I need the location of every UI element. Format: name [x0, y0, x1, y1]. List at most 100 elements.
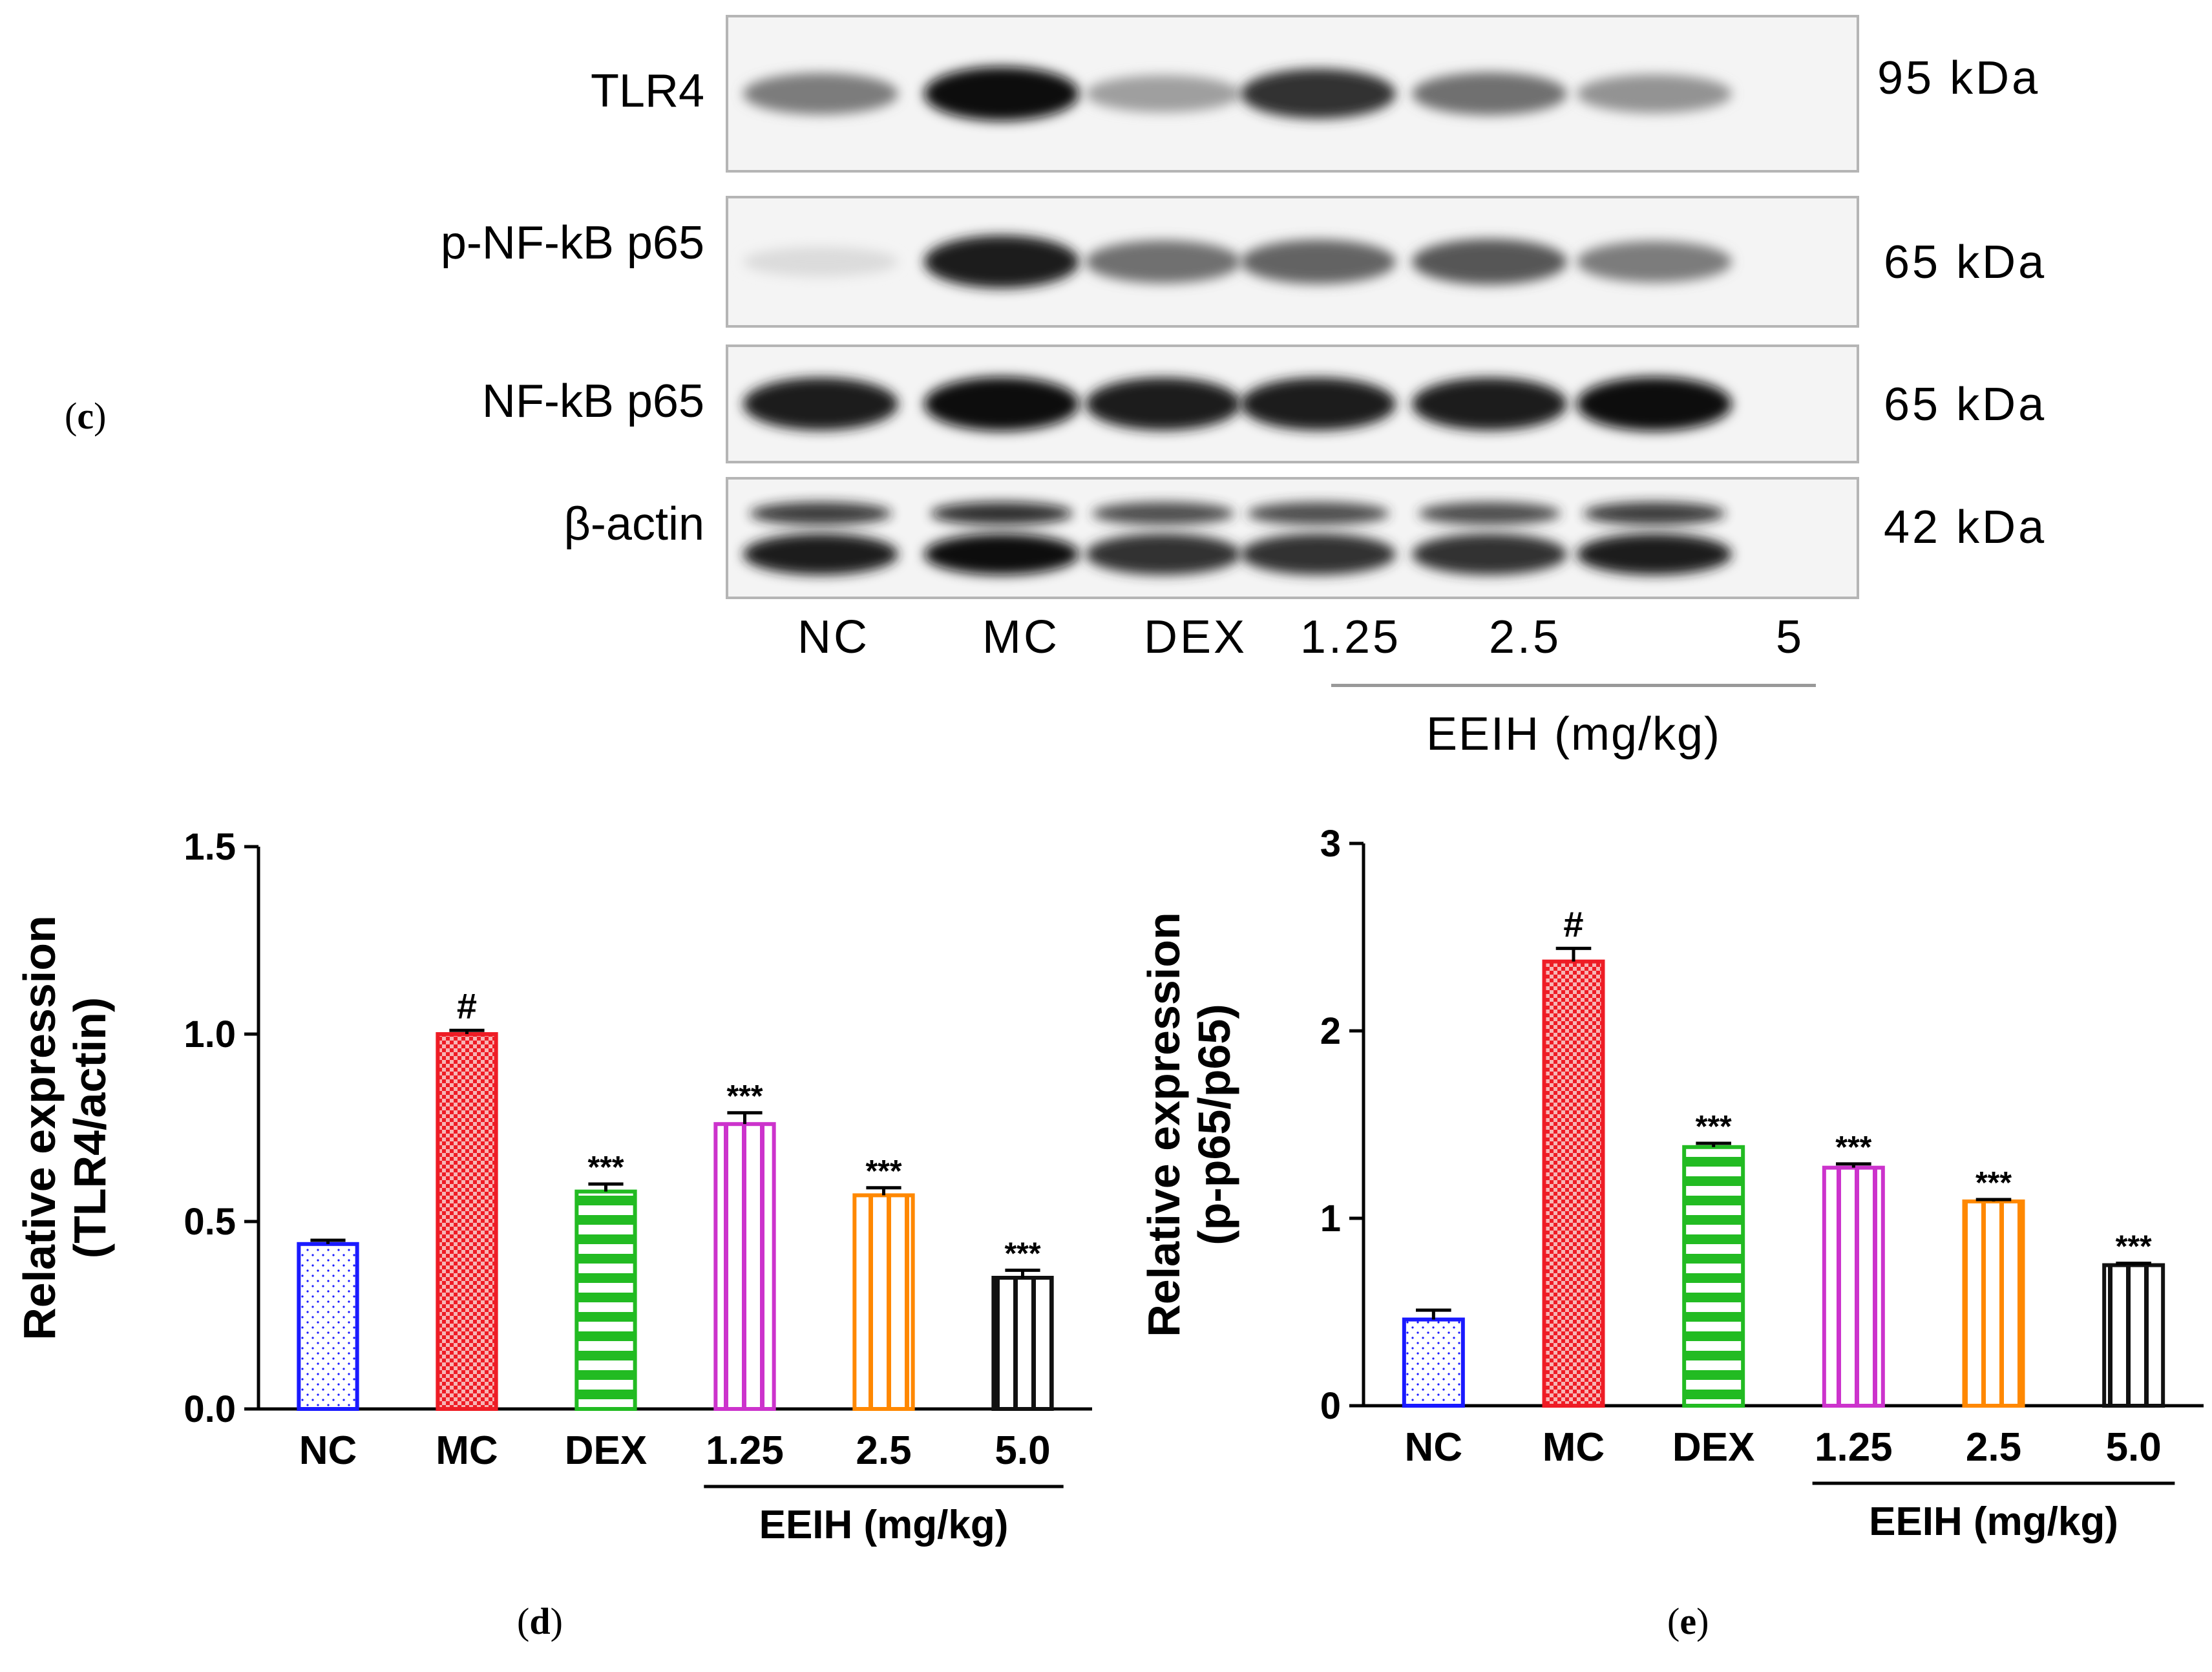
bar: [1962, 1199, 2025, 1408]
x-tick-label: MC: [436, 1428, 498, 1473]
blot-band: [1241, 69, 1396, 119]
significance-mark: ***: [865, 1154, 901, 1189]
blot-band: [924, 377, 1079, 431]
blot-row-name: NF-kB p65: [481, 376, 704, 427]
chart-d: 0.0 0.5 1.0 1.5 Relative expression (TLR4/act…: [14, 826, 1092, 1547]
group-label: EEIH (mg/kg): [1869, 1499, 2118, 1544]
lane-label: 2.5: [1488, 611, 1562, 663]
blot-kda-label: 65 kDa: [1884, 237, 2047, 288]
significance-mark: ***: [1835, 1130, 1871, 1165]
blot-band: [743, 72, 898, 115]
lane-label: DEX: [1143, 611, 1248, 663]
blot-band: [1577, 74, 1732, 113]
blot-band: [924, 67, 1079, 121]
x-tick-label: NC: [299, 1428, 357, 1473]
blot-band: [931, 502, 1073, 525]
y-tick-label: 3: [1320, 823, 1341, 865]
bar: [1822, 1165, 1885, 1408]
blot-kda-label: 42 kDa: [1884, 502, 2047, 553]
y-tick-label: 1.0: [184, 1013, 236, 1055]
blot-band: [743, 377, 898, 430]
blot-band: [1086, 240, 1241, 284]
y-axis-label: Relative expression: [14, 915, 65, 1340]
significance-mark: ***: [1004, 1236, 1040, 1271]
panel-d-label: (d): [517, 1600, 563, 1642]
x-tick-label: NC: [1405, 1425, 1463, 1470]
lane-label: 5: [1775, 611, 1805, 663]
bar: [852, 1193, 915, 1412]
significance-mark: ***: [587, 1150, 624, 1185]
blot-group-label: EEIH (mg/kg): [1426, 708, 1722, 760]
y-tick-label: 1: [1320, 1198, 1341, 1240]
blot-kda-label: 65 kDa: [1884, 379, 2047, 430]
blot-band: [743, 246, 898, 277]
bar: [713, 1122, 776, 1411]
blot-row-name: p-NF-kB p65: [440, 217, 704, 269]
blot-band: [1241, 239, 1396, 284]
bar: [1682, 1145, 1745, 1408]
bar: [436, 1032, 498, 1411]
blot-band: [1577, 377, 1732, 431]
significance-mark: ***: [1975, 1166, 2012, 1200]
panel-e-label: (e): [1667, 1600, 1709, 1642]
blot-band: [1092, 502, 1234, 525]
blot-band: [924, 235, 1079, 288]
significance-mark: #: [1563, 904, 1583, 944]
blot-band: [1577, 533, 1732, 575]
blot-group-underline: [1331, 684, 1816, 687]
blot-band: [1583, 502, 1725, 525]
blot-row-name: β-actin: [564, 498, 704, 550]
blot-band: [1241, 377, 1396, 430]
x-tick-label: 2.5: [856, 1428, 911, 1473]
y-tick-label: 1.5: [184, 826, 236, 868]
x-tick-label: 5.0: [995, 1428, 1050, 1473]
x-tick-label: 1.25: [706, 1428, 784, 1473]
blot-band: [1577, 240, 1732, 283]
blot-band: [1412, 533, 1567, 575]
blot-kda-label: 95 kDa: [1877, 52, 2041, 104]
blot-band: [924, 533, 1079, 575]
chart-e: 0 1 2 3 Relative expression (p-p65/p65) NC # MC *…: [1139, 823, 2204, 1544]
blot-band: [1241, 533, 1396, 575]
bar: [297, 1242, 359, 1411]
y-axis-label: Relative expression: [1139, 912, 1189, 1337]
western-blot: [726, 15, 1859, 599]
x-tick-label: DEX: [1672, 1425, 1754, 1470]
blot-band: [1418, 502, 1561, 525]
blot-band: [1086, 377, 1241, 430]
x-tick-label: 1.25: [1815, 1425, 1893, 1470]
blot-band: [750, 502, 892, 525]
blot-band: [743, 533, 898, 575]
significance-mark: #: [457, 986, 477, 1026]
y-axis-label: (TLR4/actin): [65, 997, 115, 1258]
blot-band: [1412, 72, 1567, 116]
lane-label: NC: [797, 611, 870, 663]
blot-band: [1086, 75, 1241, 112]
bar: [1542, 959, 1605, 1408]
y-axis-label: (p-p65/p65): [1189, 1004, 1239, 1245]
blot-row-name: TLR4: [590, 65, 704, 117]
y-tick-label: 0.5: [184, 1201, 236, 1243]
significance-mark: ***: [726, 1079, 763, 1114]
blot-band: [1412, 377, 1567, 430]
significance-mark: ***: [2116, 1230, 2152, 1264]
group-label: EEIH (mg/kg): [759, 1503, 1009, 1547]
significance-mark: ***: [1696, 1110, 1732, 1144]
y-tick-label: 0: [1320, 1385, 1341, 1427]
lane-label: 1.25: [1300, 611, 1402, 663]
x-tick-label: DEX: [565, 1428, 647, 1473]
bar: [574, 1189, 637, 1411]
blot-band: [1086, 533, 1241, 575]
x-tick-label: 5.0: [2106, 1425, 2162, 1470]
blot-band: [1412, 238, 1567, 285]
y-tick-label: 0.0: [184, 1388, 236, 1430]
x-tick-label: 2.5: [1966, 1425, 2021, 1470]
lane-label: MC: [982, 611, 1060, 663]
bar: [991, 1276, 1054, 1411]
blot-band: [1247, 502, 1389, 525]
bar: [1402, 1317, 1465, 1408]
panel-c-label: (c): [65, 395, 107, 437]
x-tick-label: MC: [1543, 1425, 1605, 1470]
y-tick-label: 2: [1320, 1010, 1341, 1052]
bar: [2102, 1263, 2165, 1408]
